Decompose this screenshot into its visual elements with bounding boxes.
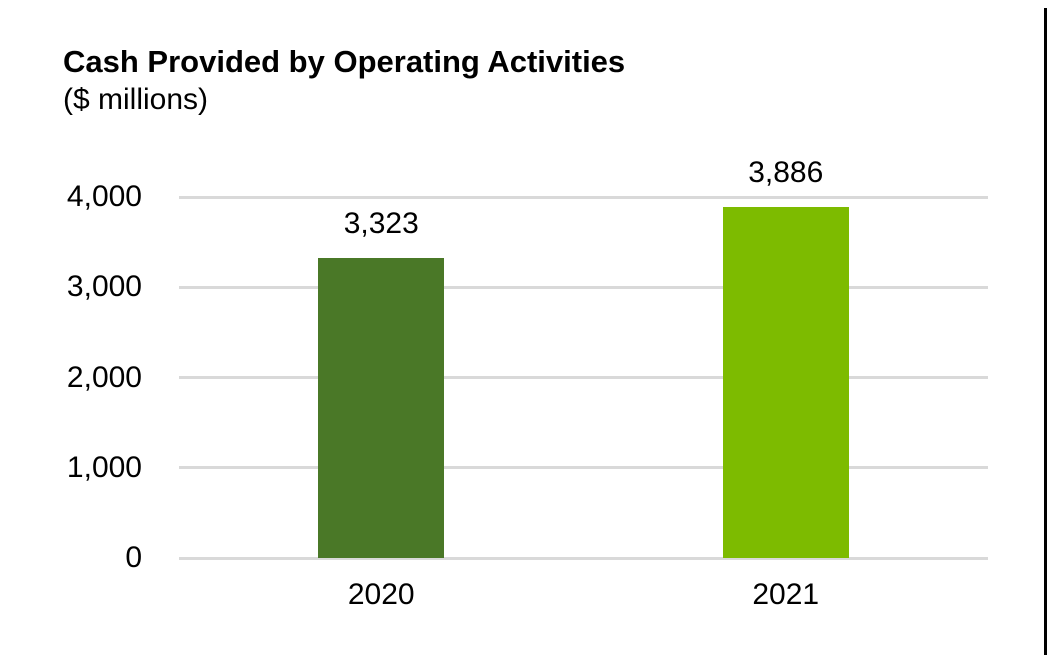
bar-value-label-2020: 3,323 bbox=[343, 207, 419, 241]
chart-subtitle: ($ millions) bbox=[63, 83, 209, 116]
chart-title: Cash Provided by Operating Activities bbox=[63, 44, 626, 79]
y-axis-tick-label: 1,000 bbox=[66, 450, 142, 484]
y-axis-tick-label: 0 bbox=[125, 541, 142, 574]
gridline bbox=[179, 195, 988, 199]
gridline bbox=[179, 376, 988, 379]
cell-right-border bbox=[1044, 8, 1047, 655]
y-axis-tick-label: 2,000 bbox=[66, 360, 142, 394]
gridline bbox=[179, 285, 988, 289]
y-axis-tick-label: 3,000 bbox=[66, 270, 142, 304]
x-axis-tick-label-2020: 2020 bbox=[347, 578, 415, 611]
bar-value-label-2021: 3,886 bbox=[748, 156, 824, 190]
bar-2020 bbox=[318, 258, 445, 558]
bar-2021 bbox=[722, 207, 849, 558]
y-axis-tick-label: 4,000 bbox=[66, 180, 142, 213]
gridline bbox=[179, 466, 988, 470]
gridline bbox=[179, 556, 988, 560]
x-axis-tick-label-2021: 2021 bbox=[752, 578, 820, 611]
plot-area: 0 1,000 2,000 3,000 4,000 3,323 2020 3,886 2021 bbox=[67, 156, 988, 611]
